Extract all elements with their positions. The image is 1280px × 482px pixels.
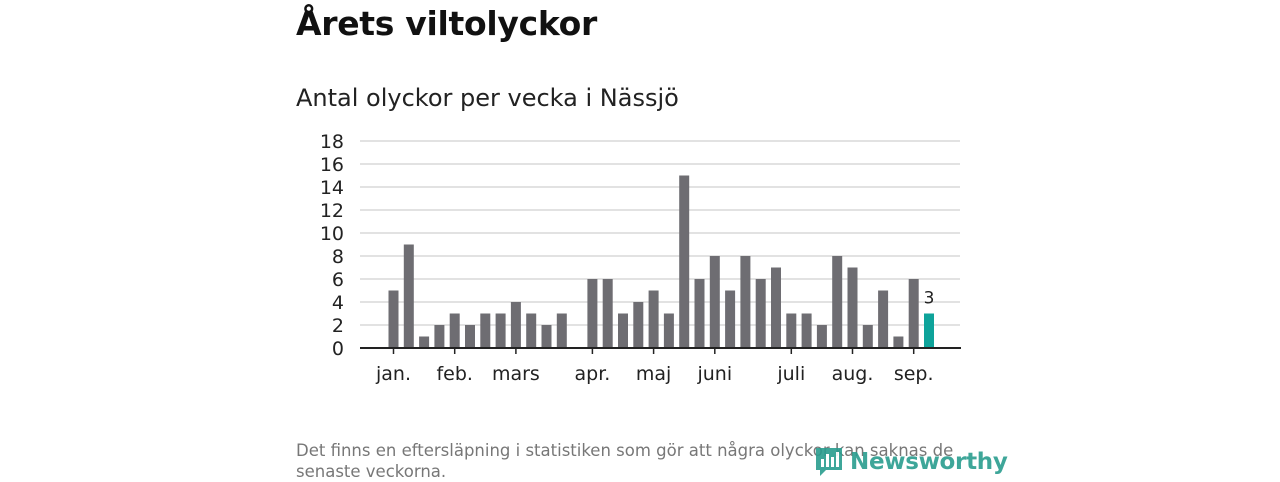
x-tick-label: maj [636,363,671,385]
bar [771,267,781,348]
bar [648,290,659,348]
x-tick-label: juli [776,363,805,385]
bar [480,313,491,348]
data-labels: 3 [924,289,935,309]
x-tick-label: juni [696,363,732,385]
bar [556,313,567,348]
y-tick-label: 4 [332,292,344,314]
y-tick-label: 18 [320,131,344,153]
bar [495,313,506,348]
bar [465,325,475,348]
bars [388,175,934,348]
bar [434,325,445,348]
x-tick-label: feb. [436,363,472,385]
x-axis: jan. feb. mars apr. maj juni juli aug. sep. [360,347,961,385]
chart-subtitle: Antal olyckor per vecka i Nässjö [296,84,679,112]
bar [878,290,889,348]
y-tick-label: 2 [332,315,344,337]
bar [633,302,644,348]
y-tick-label: 0 [332,338,344,360]
y-tick-label: 10 [320,223,344,245]
bar [510,302,521,348]
bar [755,279,766,348]
y-tick-label: 8 [332,246,344,268]
bar [725,290,736,348]
chart-title: Årets viltolyckor [296,4,597,43]
x-tick-label: mars [492,363,540,385]
newsworthy-logo[interactable]: Newsworthy [814,446,1008,478]
bar [847,267,858,348]
bar [419,336,430,348]
bar [449,313,460,348]
bar [709,256,720,348]
data-label: 3 [924,289,935,309]
bar [388,290,399,348]
x-tick-label: apr. [574,363,610,385]
bar [786,313,797,348]
x-tick-label: aug. [832,363,874,385]
bar [801,313,812,348]
bar [908,279,919,348]
bar [816,325,827,348]
x-tick-label: sep. [894,363,934,385]
y-tick-label: 14 [320,177,344,199]
bar-highlight [924,313,934,348]
bar [618,313,628,348]
footnote: Det finns en eftersläpning i statistiken… [296,441,954,481]
bar [587,279,598,348]
bar [893,336,904,348]
bar [403,244,414,348]
y-tick-label: 6 [332,269,344,291]
x-tick-label: jan. [375,363,411,385]
bar [663,313,674,348]
grid-lines [360,140,960,326]
bar [694,279,705,348]
bar-chart-icon [816,448,842,476]
bar [862,325,873,348]
bar [526,313,537,348]
bar [740,256,751,348]
bar [602,279,613,348]
logo-text: Newsworthy [850,449,1008,475]
y-tick-label: 12 [320,200,344,222]
bar [679,175,690,348]
bar [832,256,843,348]
y-tick-label: 16 [320,154,344,176]
bar [541,325,552,348]
